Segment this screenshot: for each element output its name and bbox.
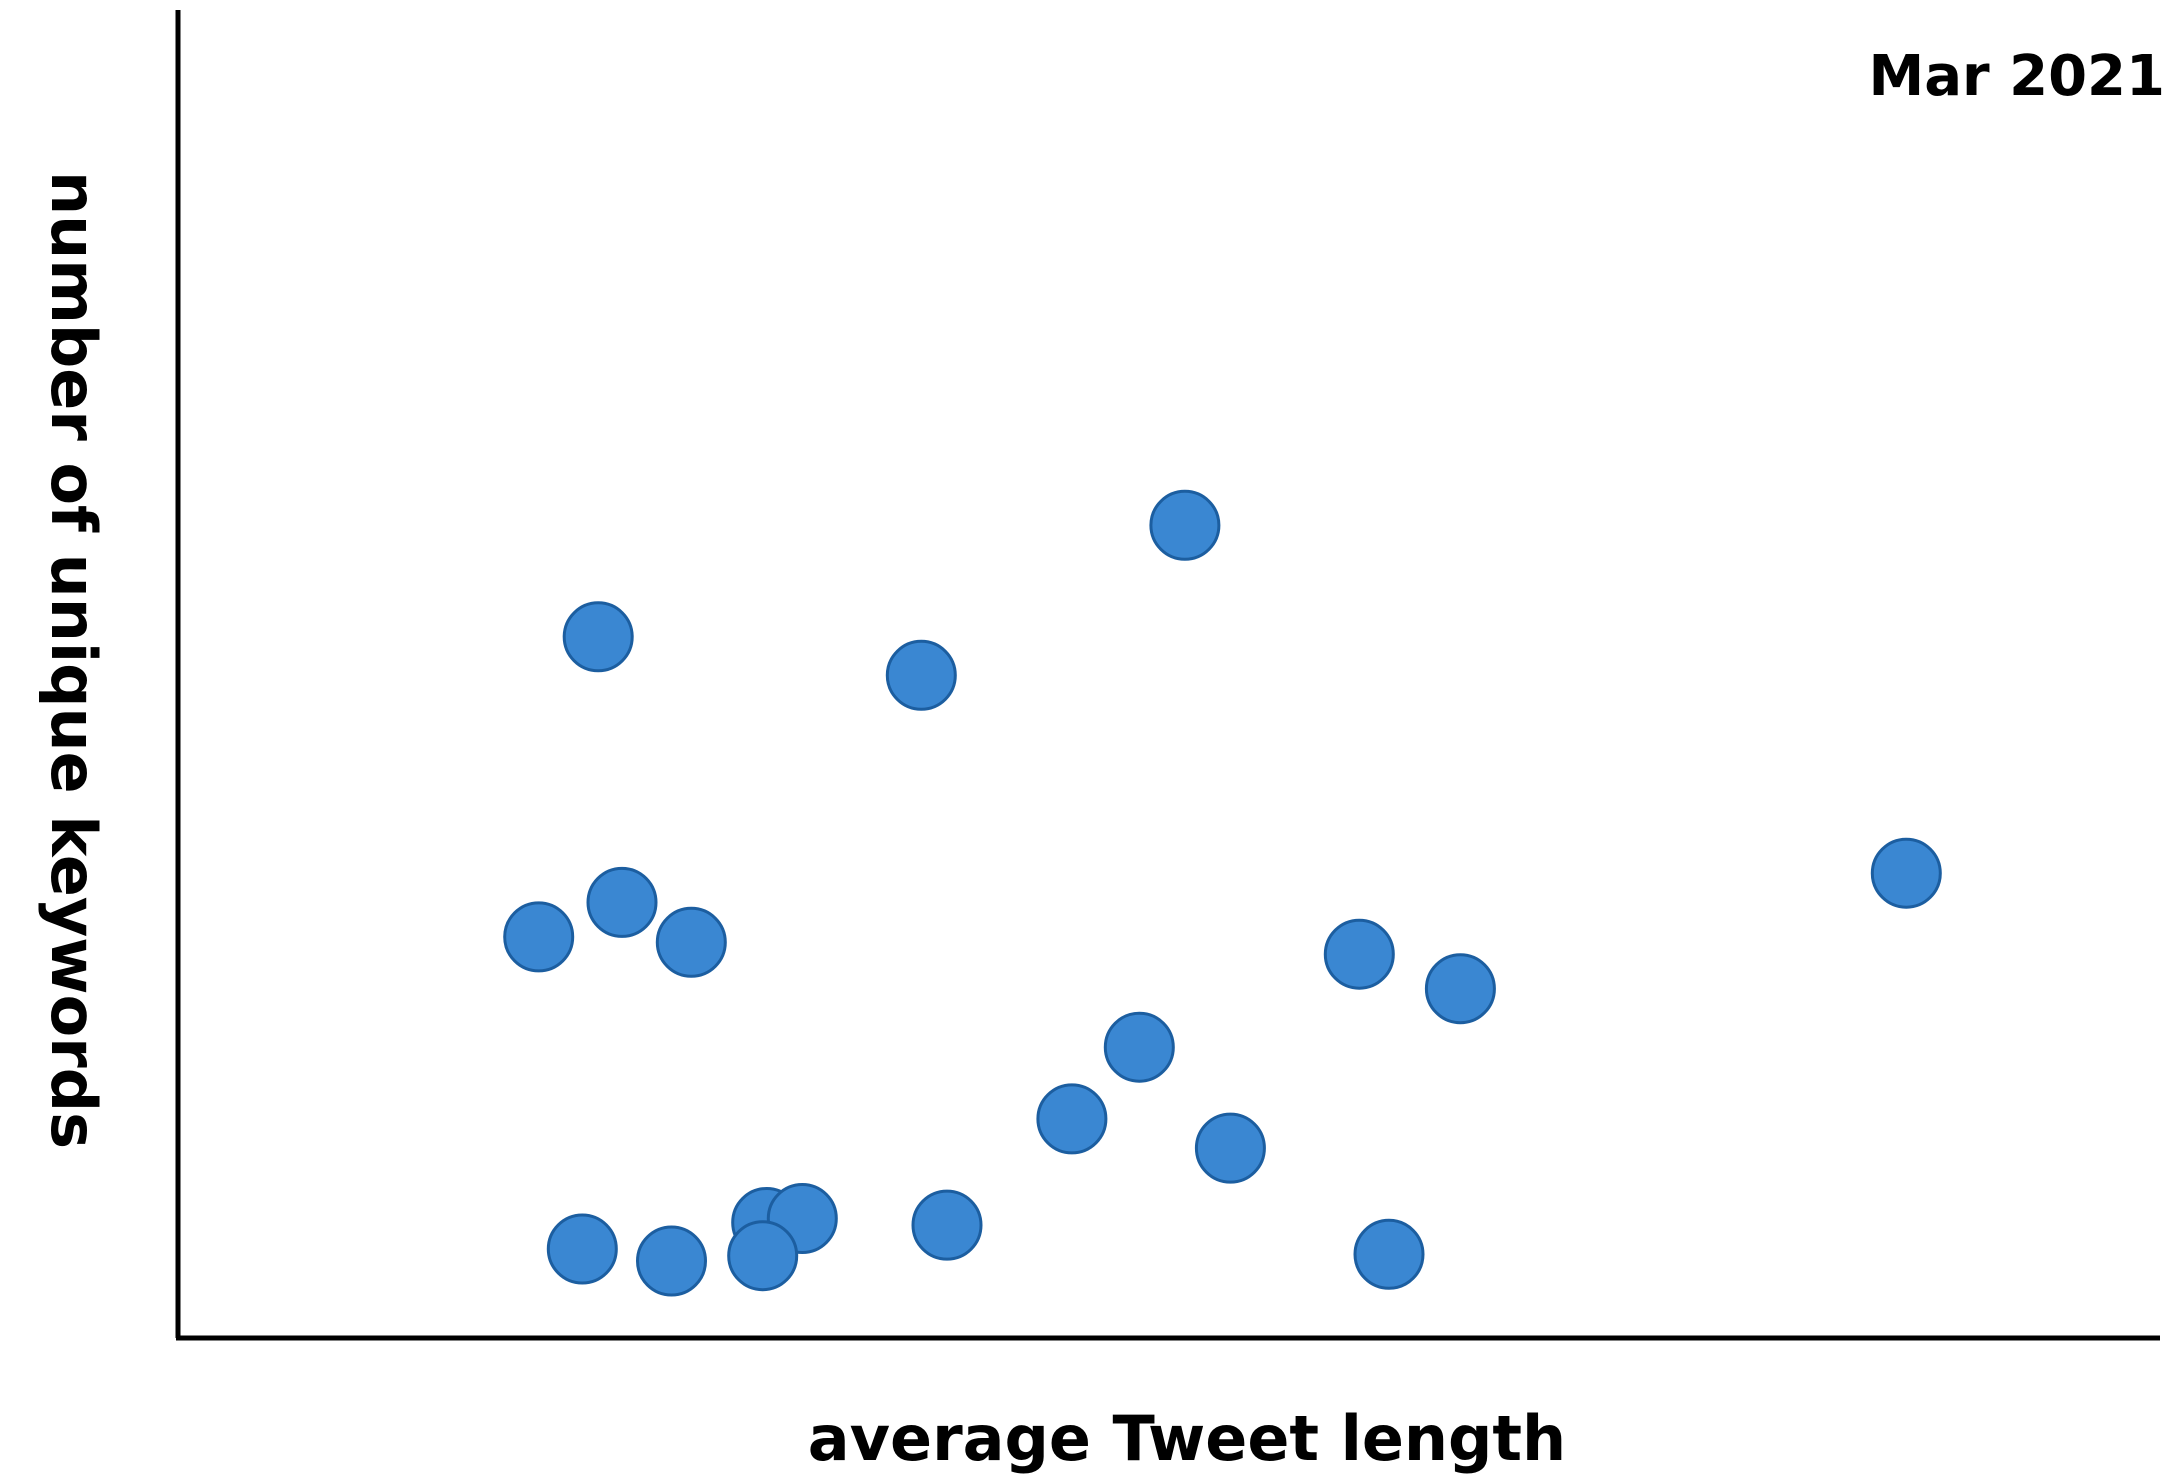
data-point-8 xyxy=(1323,918,1395,990)
data-point-7 xyxy=(1870,837,1942,909)
x-axis-label: average Tweet length xyxy=(808,1402,1566,1475)
data-point-12 xyxy=(1194,1112,1266,1184)
data-point-5 xyxy=(586,866,658,938)
data-point-14 xyxy=(636,1225,707,1297)
data-point-17 xyxy=(727,1220,799,1292)
data-point-1 xyxy=(562,601,634,673)
data-point-3 xyxy=(1149,489,1221,561)
data-point-10 xyxy=(1103,1011,1175,1083)
data-point-9 xyxy=(1424,953,1496,1025)
data-point-6 xyxy=(655,906,727,978)
y-axis-label: number of unique keywords xyxy=(37,171,110,1149)
chart-title: Mar 2021 xyxy=(1869,44,2166,109)
axes xyxy=(175,10,2160,1341)
data-points xyxy=(503,489,1942,1297)
data-point-18 xyxy=(911,1189,983,1261)
data-point-19 xyxy=(1353,1218,1425,1290)
data-point-13 xyxy=(546,1213,618,1285)
data-point-11 xyxy=(1036,1083,1108,1155)
data-point-4 xyxy=(503,901,575,973)
data-point-2 xyxy=(885,639,957,711)
